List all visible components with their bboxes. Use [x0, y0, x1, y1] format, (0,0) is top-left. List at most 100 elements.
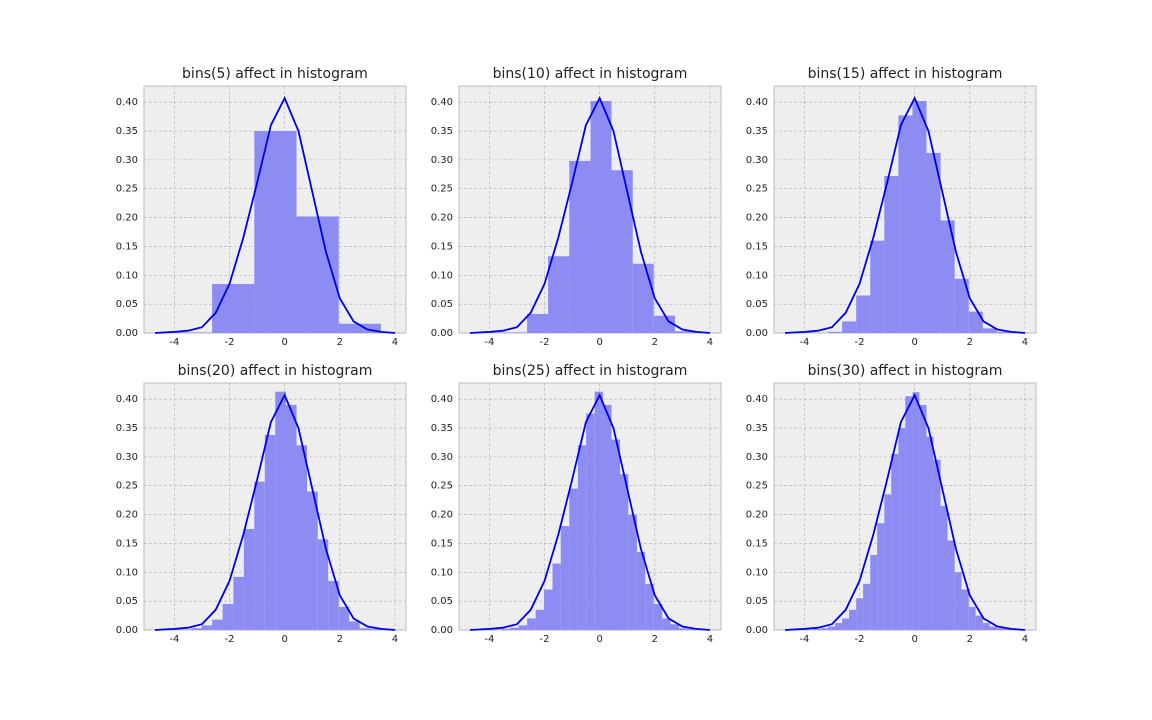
histogram-bar	[501, 628, 511, 630]
y-tick-label: 0.20	[116, 213, 138, 224]
histogram-bar	[222, 604, 234, 630]
histogram-bar	[799, 332, 814, 333]
y-tick-label: 0.00	[116, 328, 138, 339]
y-tick-label: 0.20	[431, 510, 453, 521]
y-tick-label: 0.25	[116, 184, 138, 195]
histogram-bar	[856, 295, 871, 333]
histogram-bar	[926, 152, 941, 333]
histogram-bar	[820, 628, 829, 630]
histogram-bar	[518, 625, 528, 630]
y-tick-label: 0.10	[431, 270, 453, 281]
histogram-bar	[286, 404, 297, 630]
x-tick-label: 0	[911, 337, 917, 348]
y-tick-label: 0.35	[431, 423, 453, 434]
histogram-bar	[975, 615, 983, 630]
histogram-bar	[484, 332, 506, 333]
x-tick-label: 2	[652, 634, 658, 645]
histogram-bar	[632, 263, 654, 333]
histogram-bar	[180, 629, 192, 630]
histogram-bar	[264, 434, 276, 630]
histogram-bar	[919, 404, 927, 630]
x-tick-label: 2	[652, 337, 658, 348]
y-tick-label: 0.15	[116, 538, 138, 549]
histogram-bar	[543, 589, 553, 630]
subplot-title: bins(20) affect in histogram	[178, 363, 373, 379]
y-tick-label: 0.15	[431, 538, 453, 549]
histogram-bar	[940, 505, 948, 630]
histogram-bar	[834, 623, 843, 630]
y-tick-label: 0.10	[746, 567, 768, 578]
kde-line	[784, 392, 1026, 631]
subplot-title: bins(5) affect in histogram	[182, 66, 368, 82]
kde-line	[784, 95, 1026, 334]
histogram-bar	[548, 256, 570, 333]
histogram-bar	[569, 488, 578, 630]
y-tick-label: 0.30	[431, 452, 453, 463]
y-tick-label: 0.05	[116, 596, 138, 607]
y-tick-label: 0.05	[746, 299, 768, 310]
y-tick-label: 0.40	[431, 97, 453, 108]
histogram-bar	[982, 623, 990, 630]
y-tick-label: 0.00	[746, 328, 768, 339]
histogram-bar	[996, 628, 1004, 630]
histogram-bar	[982, 328, 997, 333]
x-tick-label: 4	[392, 337, 398, 348]
y-tick-label: 0.30	[746, 452, 768, 463]
y-tick-label: 0.00	[431, 328, 453, 339]
histogram-bar	[813, 628, 821, 630]
histogram-bar	[679, 628, 688, 630]
x-tick-label: 2	[337, 634, 343, 645]
kde-line	[469, 392, 711, 631]
subplot-title: bins(15) affect in histogram	[808, 66, 1003, 82]
x-tick-label: -2	[225, 337, 235, 348]
histogram-bar	[828, 331, 843, 333]
histogram-bar	[569, 161, 591, 333]
y-tick-label: 0.15	[431, 241, 453, 252]
y-tick-label: 0.20	[116, 510, 138, 521]
y-tick-label: 0.25	[116, 481, 138, 492]
histogram-bar	[961, 589, 969, 630]
histogram-bar	[212, 283, 255, 333]
histogram-bar	[560, 526, 570, 630]
x-tick-label: 0	[596, 634, 602, 645]
x-tick-label: 4	[1022, 634, 1028, 645]
histogram-bar	[968, 606, 976, 630]
x-tick-label: 0	[596, 337, 602, 348]
histogram-bar	[636, 552, 646, 630]
histogram-bar	[620, 474, 629, 630]
histogram-bar	[870, 240, 885, 333]
histogram-bar	[535, 609, 544, 630]
histogram-bar	[806, 629, 814, 630]
y-tick-label: 0.15	[746, 538, 768, 549]
subplot-title: bins(30) affect in histogram	[808, 363, 1003, 379]
histogram-bar	[891, 453, 899, 630]
x-tick-label: -4	[169, 337, 179, 348]
histogram-bar	[254, 131, 297, 333]
histogram-bar	[996, 331, 1011, 333]
y-tick-label: 0.10	[116, 567, 138, 578]
y-tick-label: 0.40	[746, 97, 768, 108]
y-tick-label: 0.30	[116, 155, 138, 166]
x-tick-label: -4	[484, 634, 494, 645]
histogram-bar	[905, 396, 913, 630]
histogram-bar	[317, 539, 329, 630]
y-tick-label: 0.35	[116, 126, 138, 137]
kde-line	[154, 392, 396, 631]
y-tick-label: 0.35	[431, 126, 453, 137]
histogram-bar	[602, 404, 612, 630]
subplot-title: bins(10) affect in histogram	[493, 66, 688, 82]
histogram-bar	[590, 101, 612, 333]
x-tick-label: -2	[540, 634, 550, 645]
histogram-bar	[856, 598, 864, 630]
x-tick-label: -4	[169, 634, 179, 645]
y-tick-label: 0.15	[116, 241, 138, 252]
histogram-bar	[611, 439, 621, 630]
x-tick-label: -4	[484, 337, 494, 348]
y-tick-label: 0.25	[746, 184, 768, 195]
y-tick-label: 0.35	[116, 423, 138, 434]
x-tick-label: 0	[281, 634, 287, 645]
x-tick-label: 4	[707, 634, 713, 645]
histogram-bar	[653, 315, 675, 333]
y-tick-label: 0.40	[746, 394, 768, 405]
